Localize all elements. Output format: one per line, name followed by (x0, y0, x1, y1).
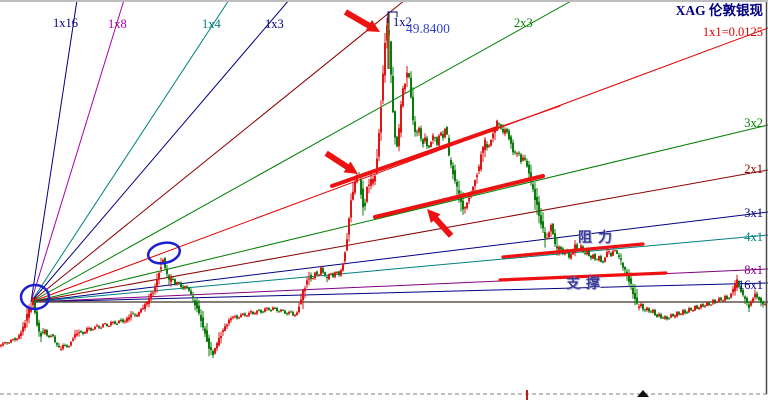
support-label: 支撑 (566, 276, 606, 292)
gann-line-1x8[interactable] (30, 0, 125, 303)
timeline-triangle-marker[interactable] (637, 390, 649, 397)
annotations[interactable] (19, 9, 668, 311)
window-top-edge (0, 0, 768, 2)
gann-scale-note: 1x1=0.0125 (702, 25, 763, 39)
gann-label-1x8: 1x8 (108, 17, 127, 31)
gann-label-3x1: 3x1 (744, 206, 763, 220)
gann-line-1x1[interactable] (30, 27, 768, 303)
gann-line-1x2[interactable] (30, 0, 406, 303)
flag-channel-lower[interactable] (373, 174, 545, 219)
gann-label-3x2: 3x2 (744, 116, 763, 130)
instrument-title: XAG 伦敦银现 (675, 3, 763, 18)
gann-line-3x2[interactable] (30, 124, 768, 303)
gann-label-16x1: 16x1 (738, 278, 763, 292)
gann-label-2x1: 2x1 (744, 162, 763, 176)
resistance-label: 阻力 (578, 230, 618, 246)
gann-label-1x3: 1x3 (265, 17, 284, 31)
gann-label-8x1: 8x1 (744, 263, 763, 277)
gann-line-1x4[interactable] (30, 0, 230, 303)
gann-label-2x3: 2x3 (514, 16, 533, 30)
arrow-peak[interactable] (343, 9, 380, 32)
flag-channel-upper[interactable] (330, 126, 499, 188)
peak-candle-bar (387, 13, 390, 69)
gann-label-1x4: 1x4 (202, 17, 221, 31)
gann-line-3x1[interactable] (30, 211, 768, 303)
resistance-line[interactable] (501, 242, 645, 259)
peak-price-label: 49.8400 (406, 21, 450, 36)
circle-breakout-high[interactable] (146, 240, 182, 266)
support-line[interactable] (498, 271, 668, 282)
gann-line-4x1[interactable] (30, 234, 768, 303)
gann-line-1x3[interactable] (30, 0, 290, 303)
gann-fan[interactable] (30, 0, 768, 303)
peak-bracket (387, 11, 398, 23)
gann-line-1x16[interactable] (30, 0, 78, 303)
flag-channel-upper-ext[interactable] (496, 105, 561, 129)
gann-label-1x16: 1x16 (53, 16, 78, 30)
candlestick-series (0, 17, 766, 359)
circle-fan-origin[interactable] (19, 283, 51, 311)
gann-line-16x1[interactable] (30, 282, 768, 303)
gann-line-2x1[interactable] (30, 169, 768, 303)
arrow-channel-lower[interactable] (427, 209, 454, 238)
gann-line-2x3[interactable] (30, 0, 574, 303)
arrow-channel-upper[interactable] (324, 150, 359, 174)
gann-label-4x1: 4x1 (744, 230, 763, 244)
timeline-baseline[interactable] (0, 390, 768, 400)
gann-label-1x2: 1x2 (393, 15, 412, 29)
